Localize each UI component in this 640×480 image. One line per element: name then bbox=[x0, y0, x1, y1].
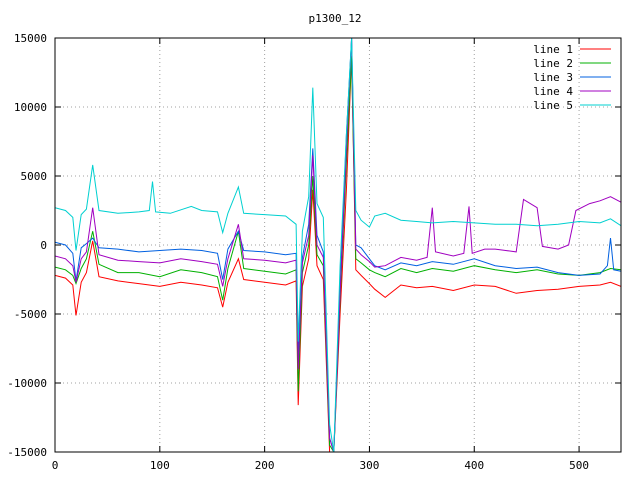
legend-label-5: line 5 bbox=[533, 99, 573, 112]
series-line-2 bbox=[55, 57, 621, 452]
y-tick-label: 0 bbox=[40, 239, 47, 252]
chart-title: p1300_12 bbox=[309, 12, 362, 25]
grid bbox=[55, 38, 621, 452]
series-line-3 bbox=[55, 38, 621, 452]
x-tick-label: 100 bbox=[150, 459, 170, 472]
series-line-5 bbox=[55, 38, 621, 452]
tick-labels: 0 100 200 300 400 500 -15000 -10000 -5000 0 5000 10… bbox=[7, 32, 621, 472]
x-tick-label: 400 bbox=[464, 459, 484, 472]
legend-label-4: line 4 bbox=[533, 85, 573, 98]
x-tick-label: 0 bbox=[52, 459, 59, 472]
y-tick-label: 10000 bbox=[14, 101, 47, 114]
series-layer bbox=[55, 38, 621, 452]
legend-label-1: line 1 bbox=[533, 43, 573, 56]
legend-label-3: line 3 bbox=[533, 71, 573, 84]
x-tick-label: 200 bbox=[255, 459, 275, 472]
y-tick-label: -5000 bbox=[14, 308, 47, 321]
y-tick-label: -15000 bbox=[7, 446, 47, 459]
y-tick-label: 5000 bbox=[21, 170, 48, 183]
x-tick-label: 300 bbox=[360, 459, 380, 472]
x-tick-label: 500 bbox=[569, 459, 589, 472]
legend-label-2: line 2 bbox=[533, 57, 573, 70]
series-line-4 bbox=[55, 38, 621, 452]
series-line-1 bbox=[55, 55, 621, 452]
y-tick-label: -10000 bbox=[7, 377, 47, 390]
y-tick-label: 15000 bbox=[14, 32, 47, 45]
